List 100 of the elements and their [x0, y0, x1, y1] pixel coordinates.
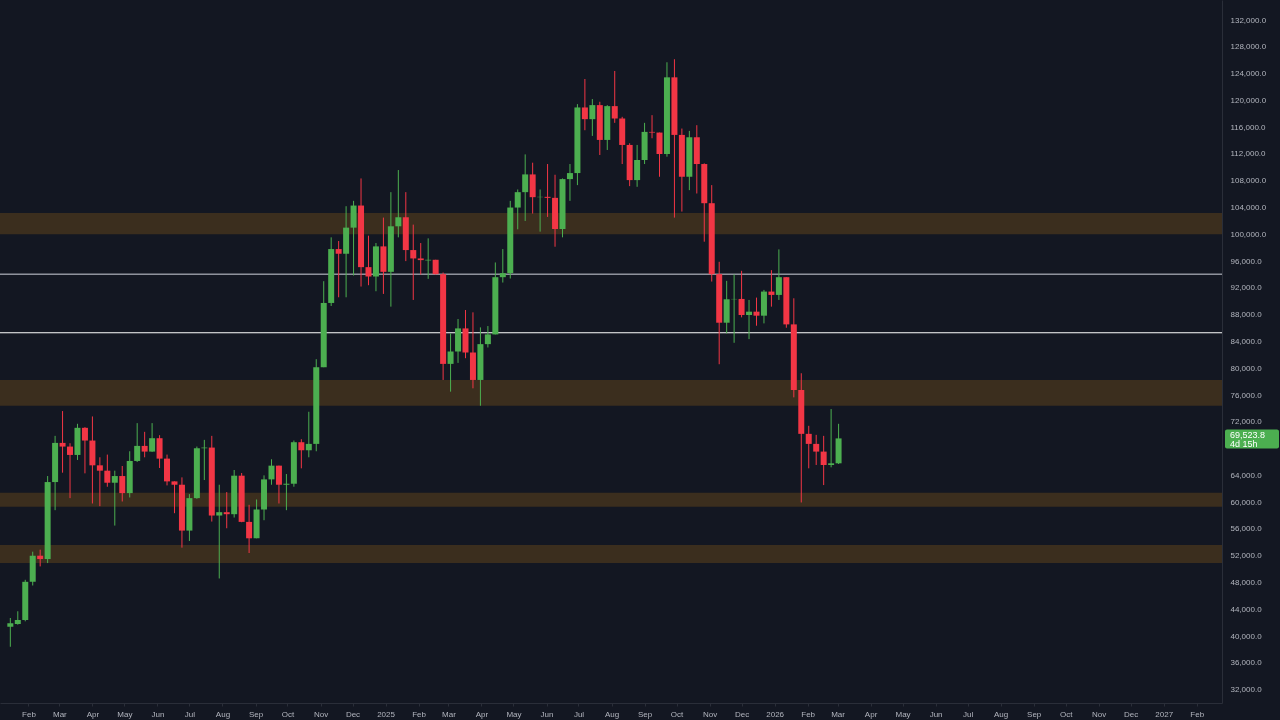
x-tick-label: May	[895, 709, 911, 719]
y-tick-label: 88,000.0	[1230, 310, 1263, 320]
candlestick	[298, 438, 305, 469]
candlestick	[164, 454, 171, 486]
y-tick-label: 108,000.0	[1230, 176, 1267, 186]
candlestick	[828, 408, 835, 468]
candlestick	[649, 114, 656, 139]
x-tick-label: Dec	[734, 709, 750, 719]
y-tick-label: 44,000.0	[1230, 604, 1263, 614]
candlestick	[350, 200, 357, 277]
x-tick-label: Aug	[993, 709, 1009, 719]
candlestick	[171, 480, 178, 514]
candlestick	[589, 98, 596, 137]
x-tick-label: Feb	[1190, 709, 1205, 719]
y-tick-label: 116,000.0	[1230, 122, 1267, 132]
y-tick-label: 60,000.0	[1230, 497, 1263, 507]
candlestick	[156, 434, 163, 469]
y-tick-label: 112,000.0	[1230, 149, 1267, 159]
x-tick-label: May	[506, 709, 522, 719]
y-tick-label: 52,000.0	[1230, 551, 1263, 561]
candlestick	[514, 188, 521, 230]
candlestick	[499, 248, 506, 284]
candlestick	[566, 163, 573, 202]
candlestick	[141, 431, 148, 458]
x-tick-label: Apr	[86, 709, 100, 719]
candlestick	[753, 297, 760, 327]
x-tick-label: Nov	[702, 709, 718, 719]
candlestick	[216, 484, 223, 579]
y-tick-label: 36,000.0	[1230, 658, 1263, 668]
x-tick-label: Feb	[412, 709, 427, 719]
x-tick-label: 2027	[1155, 709, 1174, 719]
x-tick-label: Dec	[1124, 709, 1139, 719]
x-tick-label: Jun	[151, 709, 165, 719]
candlestick	[611, 70, 618, 124]
x-tick-label: Jun	[929, 709, 943, 719]
y-tick-label: 80,000.0	[1230, 363, 1263, 373]
y-tick-label: 124,000.0	[1230, 69, 1267, 79]
candlestick	[447, 332, 454, 393]
x-tick-label: Mar	[831, 709, 846, 719]
candlestick	[775, 248, 782, 301]
candlestick	[417, 242, 424, 275]
x-tick-label: Jul	[184, 709, 196, 719]
y-tick-label: 96,000.0	[1230, 256, 1263, 266]
text: 69,523.8	[1230, 430, 1266, 441]
y-tick-label: 132,000.0	[1230, 15, 1267, 25]
y-tick-label: 56,000.0	[1230, 524, 1263, 534]
y-tick-label: 76,000.0	[1230, 390, 1263, 400]
x-tick-label: Oct	[1059, 709, 1074, 719]
candlestick	[455, 318, 462, 364]
candlestick	[634, 144, 641, 188]
x-tick-label: 2026	[766, 709, 785, 719]
candlestick	[335, 240, 342, 298]
candlestick	[522, 153, 529, 222]
x-tick-label: Sep	[1027, 709, 1042, 719]
candlestick	[805, 425, 812, 469]
candlestick	[149, 422, 156, 453]
candlestick	[365, 235, 372, 286]
candlestick	[134, 422, 141, 463]
candlestick	[104, 454, 111, 488]
x-tick-label: Oct	[670, 709, 685, 719]
candlestick	[67, 442, 74, 499]
x-tick-label: Nov	[1092, 709, 1107, 719]
x-tick-label: Feb	[801, 709, 816, 719]
candlestick	[305, 411, 312, 458]
x-tick-label: Aug	[215, 709, 231, 719]
candlestick	[268, 458, 275, 486]
x-tick-label: Aug	[604, 709, 620, 719]
candlestick	[581, 78, 588, 131]
candlestick	[820, 435, 827, 486]
y-tick-label: 104,000.0	[1230, 203, 1267, 213]
candlestick	[283, 473, 290, 511]
x-tick-label: Jul	[962, 709, 974, 719]
candlestick	[223, 491, 230, 529]
y-tick-label: 32,000.0	[1230, 685, 1263, 695]
x-tick-label: Oct	[281, 709, 295, 719]
x-tick-label: Sep	[637, 709, 653, 719]
candlestick	[111, 470, 118, 527]
y-tick-label: 92,000.0	[1230, 283, 1263, 293]
x-tick-label: Feb	[22, 709, 37, 719]
candlestick	[275, 465, 282, 504]
candlestick	[768, 269, 775, 308]
x-tick-label: Nov	[313, 709, 329, 719]
candlestick	[656, 132, 663, 178]
candlestick	[723, 280, 730, 334]
candlestick	[738, 270, 745, 318]
x-tick-label: Mar	[442, 709, 457, 719]
y-tick-label: 72,000.0	[1230, 417, 1263, 427]
y-tick-label: 48,000.0	[1230, 577, 1263, 587]
y-tick-label: 84,000.0	[1230, 336, 1263, 346]
y-tick-label: 64,000.0	[1230, 470, 1263, 480]
candlestick	[96, 456, 103, 507]
x-tick-label: May	[117, 709, 133, 719]
candlestick	[119, 465, 126, 502]
x-tick-label: Jun	[540, 709, 554, 719]
candlestick	[813, 434, 820, 466]
y-tick-label: 100,000.0	[1230, 229, 1267, 239]
y-tick-label: 40,000.0	[1230, 631, 1263, 641]
candlestick	[484, 325, 491, 348]
x-tick-label: Apr	[475, 709, 489, 719]
candlestick	[746, 299, 753, 340]
